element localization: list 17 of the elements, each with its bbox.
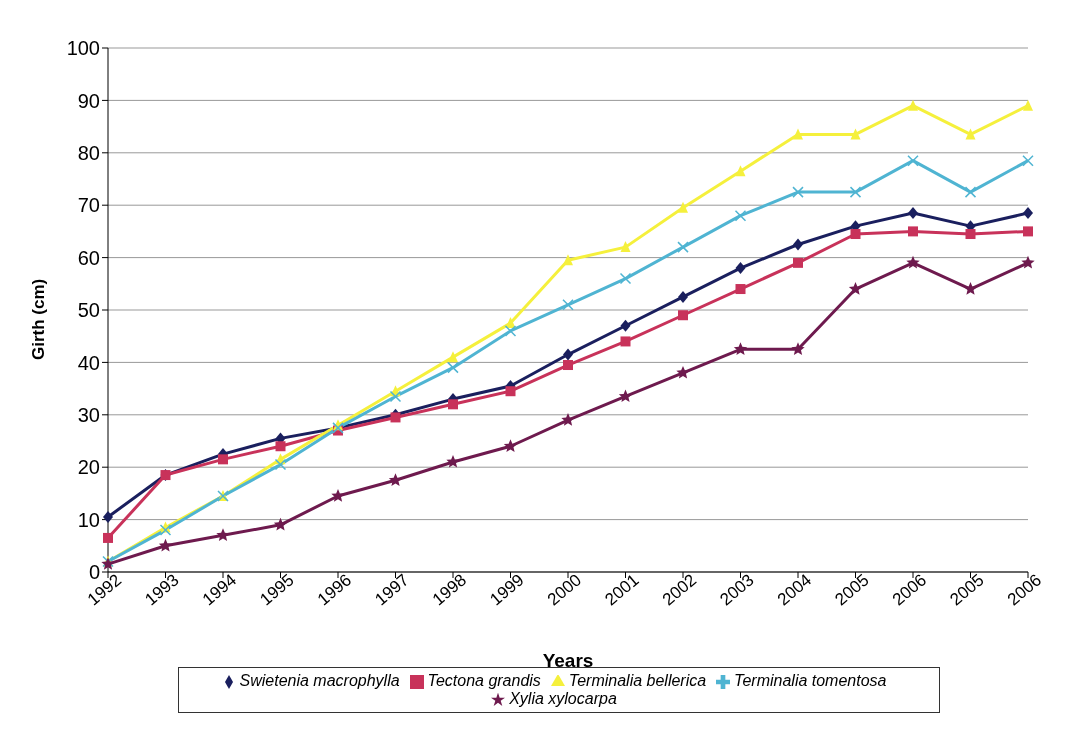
- legend-label: Terminalia tomentosa: [734, 672, 887, 689]
- y-tick-label: 20: [77, 456, 100, 479]
- y-tick-label: 70: [77, 194, 100, 217]
- y-tick-label: 30: [77, 403, 100, 426]
- y-tick-label: 80: [77, 141, 100, 164]
- y-axis-title: Girth (cm): [29, 278, 49, 360]
- legend-label: Tectona grandis: [427, 672, 541, 689]
- y-tick-label: 40: [77, 351, 100, 374]
- legend-label: Terminalia bellerica: [568, 672, 707, 689]
- legend-label: Swietenia macrophylla: [239, 672, 400, 689]
- legend-label: Xylia xylocarpa: [509, 690, 617, 707]
- y-tick-label: 60: [77, 246, 100, 269]
- y-tick-label: 10: [77, 508, 100, 531]
- y-tick-label: 100: [66, 37, 100, 60]
- y-tick-label: 50: [77, 299, 100, 322]
- x-axis-title: Years: [542, 650, 594, 671]
- y-tick-label: 90: [77, 89, 100, 112]
